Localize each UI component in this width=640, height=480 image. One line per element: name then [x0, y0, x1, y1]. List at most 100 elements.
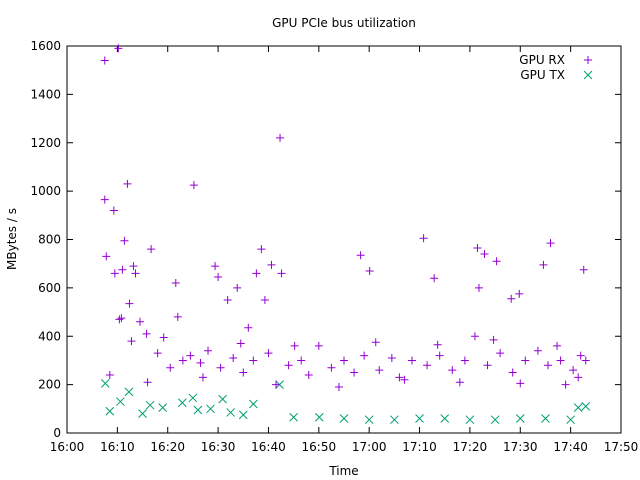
data-point [289, 412, 298, 422]
data-point [350, 368, 359, 377]
data-point [470, 332, 479, 341]
legend-marker [584, 56, 592, 64]
data-point [490, 415, 500, 425]
data-point [236, 339, 245, 348]
series-gpu-rx [100, 44, 590, 392]
data-point [507, 294, 516, 303]
data-point [375, 366, 384, 375]
y-tick-label: 1200 [30, 136, 61, 150]
y-tick-label: 600 [38, 281, 61, 295]
data-point [579, 265, 588, 274]
data-point [233, 283, 242, 292]
data-point [483, 361, 492, 370]
data-point [158, 403, 168, 412]
data-point [356, 251, 365, 260]
data-point [226, 408, 236, 417]
data-point [105, 370, 114, 379]
data-point [419, 234, 428, 243]
data-point [105, 406, 115, 416]
data-point [546, 239, 555, 248]
x-tick-label: 16:40 [251, 440, 286, 454]
data-point [252, 269, 261, 278]
x-tick-label: 17:00 [352, 440, 387, 454]
legend: GPU RX GPU TX [519, 53, 593, 82]
data-point [110, 269, 119, 278]
data-point [193, 405, 203, 415]
data-point [473, 243, 482, 252]
axis-ticks: 0 200 400 600 800 1000 1200 1400 1600 16:00 16:10 1… [30, 39, 638, 454]
data-point [264, 349, 273, 358]
data-point [124, 387, 134, 397]
y-tick-label: 1600 [30, 39, 61, 53]
data-point [574, 373, 583, 382]
x-tick-label: 17:30 [503, 440, 538, 454]
data-point [284, 361, 293, 370]
data-point [145, 400, 155, 410]
y-tick-label: 0 [53, 426, 61, 440]
data-point [120, 236, 129, 245]
data-point [272, 380, 281, 389]
data-point [433, 340, 442, 349]
data-point [489, 335, 498, 344]
x-tick-label: 16:50 [302, 440, 337, 454]
y-tick-label: 400 [38, 329, 61, 343]
data-point [123, 179, 132, 188]
legend-marker [583, 70, 593, 80]
data-point [561, 380, 570, 389]
data-point [474, 283, 483, 292]
data-point [533, 346, 542, 355]
data-point [423, 361, 432, 370]
data-point [214, 272, 223, 281]
y-axis-label: MBytes / s [5, 208, 19, 270]
data-point [465, 415, 475, 425]
data-point [116, 397, 125, 406]
data-point [211, 262, 220, 271]
data-point [114, 44, 123, 53]
x-tick-label: 17:40 [553, 440, 588, 454]
x-axis-label: Time [328, 464, 358, 478]
data-point [260, 295, 269, 304]
data-point [257, 245, 266, 254]
data-point [138, 409, 147, 419]
data-point [136, 317, 145, 326]
data-point [143, 378, 152, 387]
data-point [229, 354, 238, 363]
data-point [249, 356, 258, 365]
data-point [304, 370, 313, 379]
data-point [290, 341, 299, 350]
data-point [125, 299, 134, 308]
data-point [109, 206, 118, 215]
data-point [216, 363, 225, 372]
data-point [573, 403, 583, 412]
data-point [365, 266, 374, 275]
data-point [541, 414, 550, 423]
data-point [448, 366, 457, 375]
data-point [147, 245, 156, 254]
legend-gpu-rx-label: GPU RX [519, 53, 565, 67]
data-point [339, 414, 349, 423]
legend-gpu-rx-marker [584, 56, 592, 64]
data-point [159, 333, 168, 342]
data-point [581, 356, 590, 365]
data-point [360, 351, 369, 360]
data-point [244, 323, 253, 332]
data-point [314, 412, 324, 422]
data-point [387, 354, 396, 363]
y-tick-label: 200 [38, 378, 61, 392]
data-point [142, 329, 151, 338]
data-point [276, 133, 285, 142]
data-point [371, 338, 380, 347]
data-point [186, 351, 195, 360]
legend-gpu-tx-marker [583, 70, 593, 80]
data-point [543, 361, 552, 370]
data-point [129, 262, 138, 271]
data-point [239, 368, 248, 377]
data-point [177, 398, 187, 408]
data-point [515, 289, 524, 298]
data-point [327, 363, 336, 372]
data-point [118, 265, 127, 274]
data-point [407, 356, 416, 365]
x-tick-label: 16:20 [150, 440, 185, 454]
